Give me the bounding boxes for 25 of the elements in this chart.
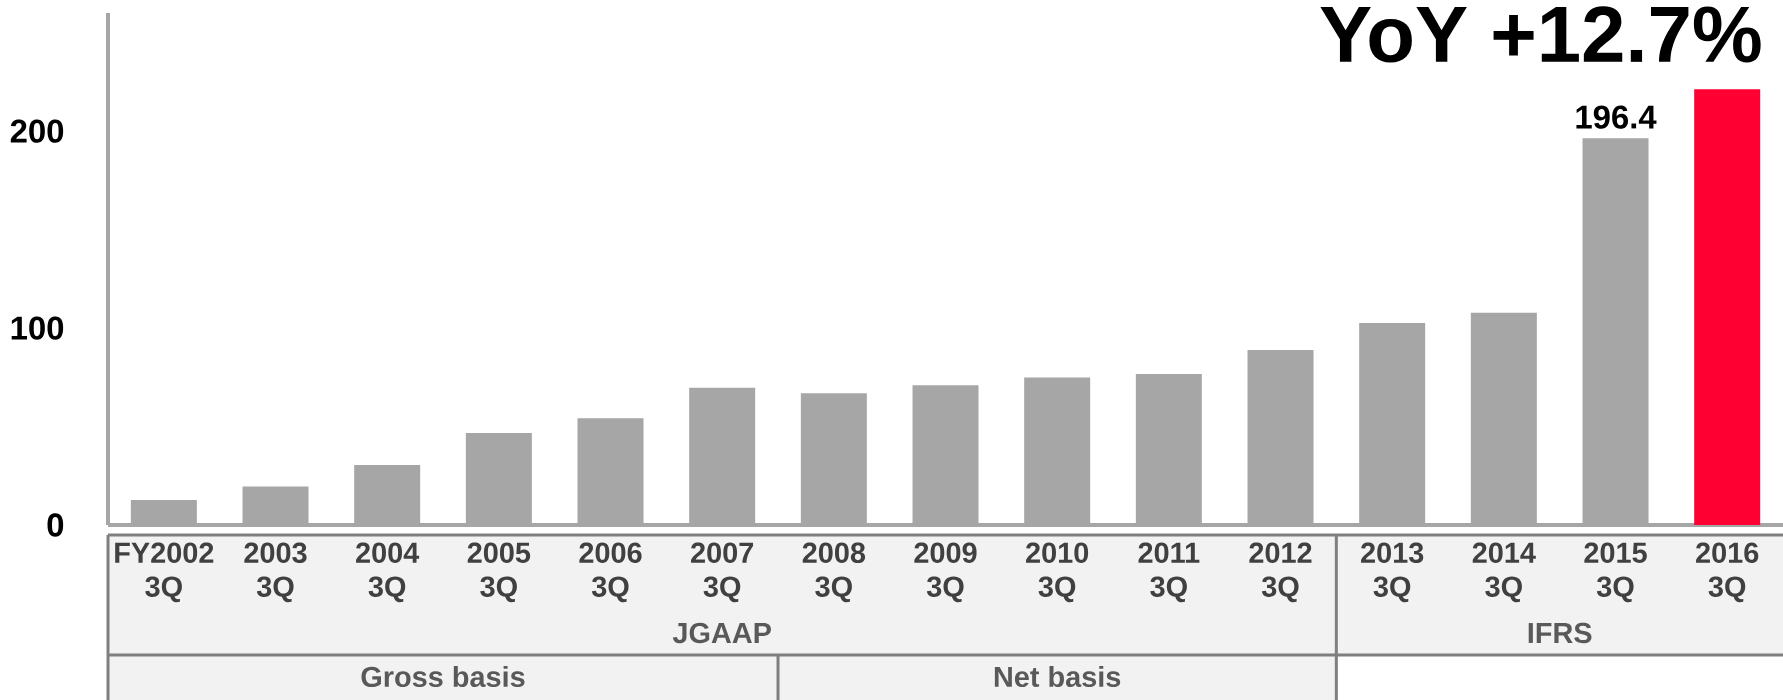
text: JGAAP [672, 622, 771, 644]
x-tick-label: 2010 3Q [1026, 542, 1089, 603]
x-tick-label: FY2002 3Q [115, 542, 214, 603]
x-tick-label: 2003 3Q [244, 542, 307, 603]
x-tick-label: 2005 3Q [467, 542, 531, 603]
x-tick-label: 2008 3Q [802, 542, 866, 603]
x-tick-label: 2013 3Q [1361, 542, 1424, 603]
x-tick-label: 2012 3Q [1249, 542, 1312, 603]
x-tick-label: 2007 3Q [691, 542, 754, 603]
y-tick-label: 0 [47, 513, 64, 537]
bar [1694, 89, 1761, 525]
y-tick-label: 200 [10, 119, 64, 143]
text: IFRS [1528, 622, 1592, 644]
x-tick-label: 2015 3Q [1584, 542, 1647, 603]
x-tick-label: 2006 3Q [579, 542, 642, 603]
text: Net basis [994, 665, 1121, 688]
x-tick-label: 2011 3Q [1138, 542, 1200, 603]
x-tick-label: 2014 3Q [1472, 542, 1536, 603]
y-tick-label: 100 [11, 316, 64, 340]
text: Gross basis [361, 665, 525, 688]
x-tick-label: 2004 3Q [356, 542, 420, 603]
data-label: 196.4 [1576, 105, 1657, 129]
x-tick-label: 2016 3Q [1696, 542, 1759, 603]
chart-title: YoY +12.7% [1320, 6, 1761, 63]
x-tick-label: 2009 3Q [914, 542, 977, 603]
